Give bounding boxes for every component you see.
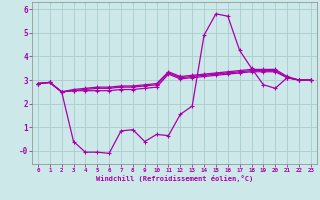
X-axis label: Windchill (Refroidissement éolien,°C): Windchill (Refroidissement éolien,°C) <box>96 175 253 182</box>
